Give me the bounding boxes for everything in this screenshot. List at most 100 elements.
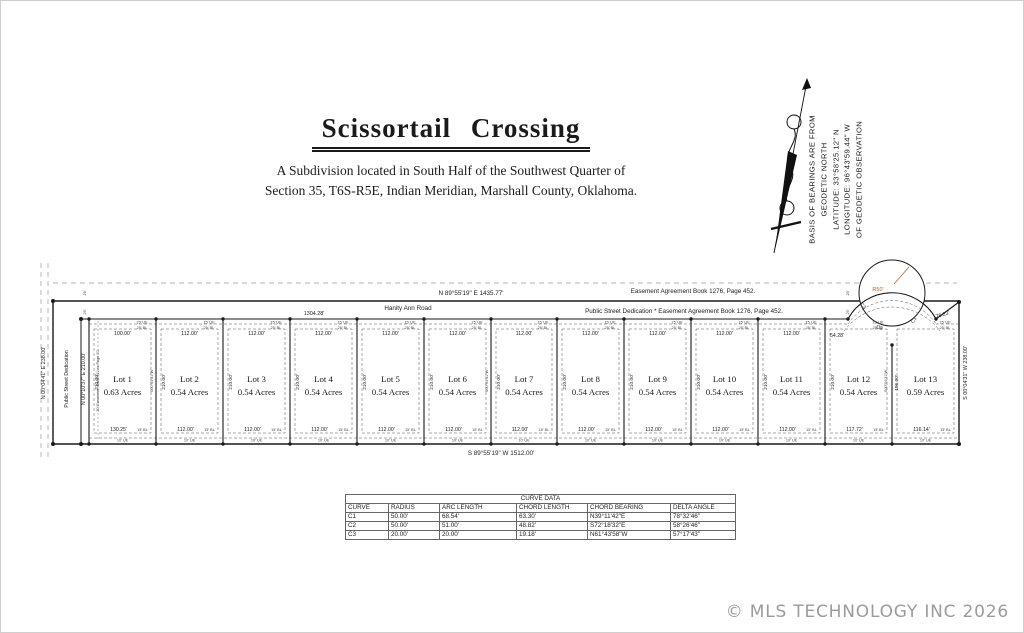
lot-line-bearing: S00°04'31"W <box>150 369 154 392</box>
building-line-label: 15' BL <box>539 428 550 432</box>
curve-data-table: CURVE DATA CURVE RADIUS ARC LENGTH CHORD LEN… <box>345 494 736 540</box>
lot-top-dimension: 112.00' <box>516 331 532 337</box>
utility-easement-label: 10' UE <box>117 439 129 443</box>
dedication-note: Public Street Dedication * Easement Agre… <box>585 308 783 315</box>
utility-easement-label: 15' UE <box>738 321 750 325</box>
west-outer-bearing: N 00°04'41" E 238.00' <box>41 347 47 400</box>
building-line-label: 25' BL <box>605 326 616 330</box>
utility-easement-label: 15' UE <box>872 321 884 325</box>
lot-side-dimension: 210.00' <box>161 374 167 390</box>
lot-acreage-label: 0.54 Acres <box>238 387 276 397</box>
lot-parcel-6: 112.00' 112.00' Lot 6 0.54 Acres 210.00' 15' … <box>422 317 487 446</box>
north-arrow-icon <box>770 78 811 254</box>
curve-table-header: CHORD BEARING <box>587 503 671 513</box>
lot-bottom-dimension: 112.00' <box>311 427 327 433</box>
lot-top-dimension: 112.00' <box>248 331 264 337</box>
south-boundary-bearing: S 89°55'19" W 1512.00' <box>468 449 534 457</box>
utility-easement-label: 10' UE <box>318 439 330 443</box>
lot-bottom-dimension: 116.14' <box>913 427 929 433</box>
curve-table-cell: 50.00' <box>388 521 440 531</box>
lot-parcel-5: 112.00' 112.00' Lot 5 0.54 Acres 210.00' 15' … <box>355 317 420 446</box>
curve-table-header: CURVE <box>345 503 389 513</box>
lot-number-label: Lot 1 <box>113 374 132 384</box>
curve-table-row: C3 20.00' 20.00' 19.18' N61°43'58"W 57°17'43" <box>345 530 736 540</box>
north-boundary-bearing: N 89°55'19" E 1435.77' <box>439 289 504 297</box>
utility-easement-label: 10' UE <box>786 439 798 443</box>
building-line-label: 15' BL <box>405 428 416 432</box>
lot-side-dimension: 210.00' <box>362 374 368 390</box>
lot-line-bearing: S00°04'31"W <box>485 369 489 392</box>
curve-table-header: ARC LENGTH <box>439 503 517 513</box>
lots-layer: 100.00' 130.25' Lot 1 0.63 Acres 210.00' 15' … <box>87 310 955 446</box>
lot-acreage-label: 0.54 Acres <box>372 387 410 397</box>
building-line-label: 15' BL <box>940 428 951 432</box>
lot-top-dimension: 112.00' <box>716 331 732 337</box>
lot-side-dimension: 210.00' <box>830 374 836 390</box>
lot-number-label: Lot 7 <box>515 374 534 384</box>
lot-parcel-3: 112.00' 112.00' Lot 3 0.54 Acres 210.00' 15' … <box>221 317 286 446</box>
lot-side-dimension: 210.00' <box>295 374 301 390</box>
building-line-label: 15' BL <box>204 428 215 432</box>
curve-table-cell: 78°32'46" <box>670 512 736 522</box>
curve-table-cell: C2 <box>345 521 389 531</box>
lot-side-dimension: 210.00' <box>429 374 435 390</box>
lot-number-label: Lot 2 <box>180 374 199 384</box>
lot-acreage-label: 0.59 Acres <box>907 387 945 397</box>
building-line-label: 15' BL <box>672 428 683 432</box>
curve-table-cell: 58°26'46" <box>670 521 736 531</box>
building-line-label: 15' BL <box>338 428 349 432</box>
lot-bottom-dimension: 112.00' <box>177 427 193 433</box>
utility-easement-label: 10' UE <box>452 439 464 443</box>
curve-table-row: C2 50.00' 51.00' 48.82' S72°18'32"E 58°26'46" <box>345 521 736 531</box>
building-line-label: 15' BL <box>873 428 884 432</box>
building-line-label: 15' BL <box>271 428 282 432</box>
subtitle-line-1: A Subdivision located in South Half of t… <box>276 163 626 178</box>
utility-easement-label: 15' UE <box>203 321 215 325</box>
building-line-label: 25' BL <box>873 326 884 330</box>
building-line-label: 15' BL <box>472 428 483 432</box>
lot-parcel-2: 112.00' 112.00' Lot 2 0.54 Acres 210.00' 15' … <box>154 317 219 446</box>
curve-table-cell: 51.00' <box>439 521 517 531</box>
road-offset-label: 25' <box>846 309 850 314</box>
lot-bottom-dimension: 112.00' <box>779 427 795 433</box>
lot-acreage-label: 0.54 Acres <box>305 387 343 397</box>
utility-easement-label: 10' UE <box>920 439 932 443</box>
building-line-label: 15' BL <box>806 428 817 432</box>
utility-easement-label: 10' UE <box>251 439 263 443</box>
utility-easement-label: 10' UE <box>652 439 664 443</box>
building-line-label: 25' BL <box>672 326 683 330</box>
lot-top-dimension: 112.00' <box>582 331 598 337</box>
lot-acreage-label: 0.54 Acres <box>773 387 811 397</box>
building-line-label: 25' BL <box>204 326 215 330</box>
building-line-label: 25' BL <box>940 326 951 330</box>
radius-label: R50' <box>872 287 883 293</box>
lot-side-dimension: 210.00' <box>228 374 234 390</box>
lot-parcel-12: 54.28' 117.72' Lot 12 0.54 Acres 210.00' 15' … <box>823 317 888 446</box>
curve-table-header: DELTA ANGLE <box>670 503 736 513</box>
curve-table-cell: N61°43'58"W <box>587 530 671 540</box>
lot-line-length: 196.00' <box>894 375 900 391</box>
lot-bottom-dimension: 112.00' <box>712 427 728 433</box>
curve-table-cell: 68.54' <box>439 512 517 522</box>
corner-nodes <box>51 299 961 446</box>
page-title: Scissortail Crossing <box>311 113 591 152</box>
west-easement-note: 30' Easement, Book 911 as Page 70 <box>96 350 100 411</box>
lot-number-label: Lot 11 <box>780 374 803 384</box>
curve-table-cell: 48.82' <box>516 521 588 531</box>
lot-top-dimension: 76.23' <box>935 310 950 320</box>
west-inner-bearing: N 00°10'37" E 210.00' <box>81 353 87 406</box>
curve-table-cell: C3 <box>345 530 389 540</box>
lot-parcel-10: 112.00' 112.00' Lot 10 0.54 Acres 210.00' 15'… <box>689 317 754 446</box>
utility-easement-label: 10' UE <box>518 439 530 443</box>
utility-easement-label: 10' UE <box>585 439 597 443</box>
curve-table-cell: 57°17'43" <box>670 530 736 540</box>
curve-label-c1: C1 <box>910 316 919 325</box>
building-line-label: 15' BL <box>137 428 148 432</box>
lot-top-dimension: 112.00' <box>649 331 665 337</box>
lot-acreage-label: 0.54 Acres <box>572 387 610 397</box>
lot-number-label: Lot 5 <box>381 374 400 384</box>
lot-side-dimension: 210.00' <box>629 374 635 390</box>
building-line-label: 15' BL <box>739 428 750 432</box>
